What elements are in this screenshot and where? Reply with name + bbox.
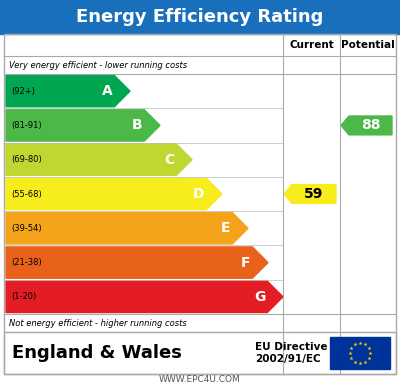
Text: WWW.EPC4U.COM: WWW.EPC4U.COM: [159, 376, 241, 385]
Polygon shape: [6, 178, 222, 210]
Text: (1-20): (1-20): [11, 292, 36, 301]
Text: F: F: [241, 256, 250, 270]
Text: Not energy efficient - higher running costs: Not energy efficient - higher running co…: [9, 319, 187, 327]
Text: Very energy efficient - lower running costs: Very energy efficient - lower running co…: [9, 61, 187, 69]
Polygon shape: [341, 116, 392, 135]
Text: 59: 59: [304, 187, 324, 201]
Text: (21-38): (21-38): [11, 258, 42, 267]
Polygon shape: [6, 76, 130, 107]
Polygon shape: [6, 110, 160, 141]
Text: (55-68): (55-68): [11, 189, 42, 199]
Text: G: G: [254, 290, 265, 304]
Bar: [330, 337, 390, 369]
Text: Current: Current: [289, 40, 334, 50]
Polygon shape: [6, 213, 248, 244]
Text: (81-91): (81-91): [11, 121, 42, 130]
Text: 88: 88: [361, 118, 380, 132]
Polygon shape: [6, 144, 192, 175]
Text: 2002/91/EC: 2002/91/EC: [255, 354, 321, 364]
Text: B: B: [132, 118, 142, 132]
Text: E: E: [221, 221, 230, 235]
Text: A: A: [102, 84, 112, 98]
Text: Energy Efficiency Rating: Energy Efficiency Rating: [76, 8, 324, 26]
Text: C: C: [164, 153, 174, 167]
Bar: [4, 332, 396, 374]
Text: D: D: [193, 187, 204, 201]
Bar: [4, 34, 396, 374]
Polygon shape: [6, 247, 268, 278]
Bar: [4, 332, 396, 374]
Bar: [0, 0, 400, 34]
Polygon shape: [284, 185, 336, 203]
Polygon shape: [6, 281, 283, 312]
Text: (69-80): (69-80): [11, 155, 42, 164]
Text: (39-54): (39-54): [11, 224, 42, 233]
Text: Potential: Potential: [341, 40, 395, 50]
Text: (92+): (92+): [11, 87, 35, 96]
Text: EU Directive: EU Directive: [255, 342, 328, 352]
Text: England & Wales: England & Wales: [12, 344, 182, 362]
